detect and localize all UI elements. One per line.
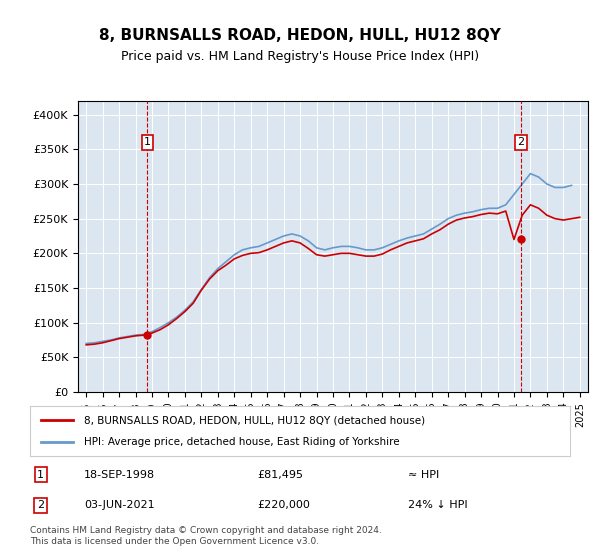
Text: 2: 2 — [517, 137, 524, 147]
Text: 8, BURNSALLS ROAD, HEDON, HULL, HU12 8QY: 8, BURNSALLS ROAD, HEDON, HULL, HU12 8QY — [99, 28, 501, 43]
Text: Price paid vs. HM Land Registry's House Price Index (HPI): Price paid vs. HM Land Registry's House … — [121, 50, 479, 63]
Text: ≈ HPI: ≈ HPI — [408, 470, 439, 479]
Text: 03-JUN-2021: 03-JUN-2021 — [84, 501, 155, 510]
Text: 1: 1 — [144, 137, 151, 147]
Text: 18-SEP-1998: 18-SEP-1998 — [84, 470, 155, 479]
Text: £81,495: £81,495 — [257, 470, 303, 479]
Text: Contains HM Land Registry data © Crown copyright and database right 2024.
This d: Contains HM Land Registry data © Crown c… — [30, 526, 382, 546]
Text: 1: 1 — [37, 470, 44, 479]
Text: 2: 2 — [37, 501, 44, 510]
Text: HPI: Average price, detached house, East Riding of Yorkshire: HPI: Average price, detached house, East… — [84, 437, 400, 447]
Text: £220,000: £220,000 — [257, 501, 310, 510]
Text: 8, BURNSALLS ROAD, HEDON, HULL, HU12 8QY (detached house): 8, BURNSALLS ROAD, HEDON, HULL, HU12 8QY… — [84, 415, 425, 425]
Text: 24% ↓ HPI: 24% ↓ HPI — [408, 501, 467, 510]
